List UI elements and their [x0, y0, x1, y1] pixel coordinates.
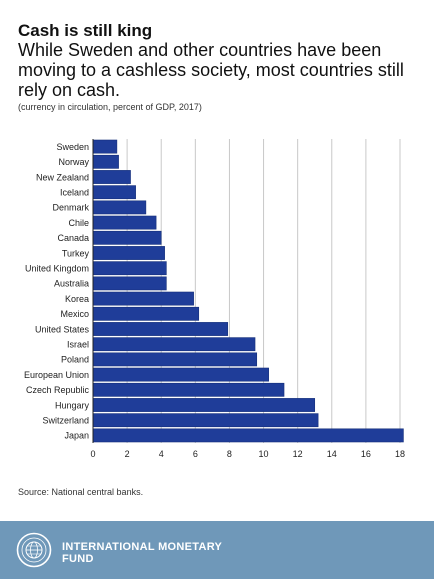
chart-note: (currency in circulation, percent of GDP…	[18, 102, 202, 112]
category-label: Chile	[68, 218, 89, 228]
category-label: European Union	[24, 370, 89, 380]
x-tick-label: 6	[193, 449, 198, 459]
bar	[92, 246, 165, 260]
bar	[92, 200, 147, 215]
bar	[92, 291, 194, 306]
category-label: Hungary	[55, 400, 90, 410]
bar	[92, 215, 157, 230]
x-tick-label: 10	[259, 449, 269, 459]
x-tick-label: 4	[159, 449, 164, 459]
category-label: Canada	[57, 233, 89, 243]
category-label: Sweden	[56, 142, 89, 152]
chart-title: Cash is still king	[18, 21, 153, 40]
x-tick-label: 0	[90, 449, 95, 459]
bar	[92, 382, 285, 397]
x-tick-label: 8	[227, 449, 232, 459]
bar	[92, 261, 167, 276]
category-label: Iceland	[60, 188, 89, 198]
category-label: Norway	[58, 157, 89, 167]
bar	[92, 428, 404, 443]
category-label: New Zealand	[36, 172, 89, 182]
org-name: INTERNATIONAL MONETARY FUND	[62, 541, 222, 565]
category-label: Australia	[54, 279, 89, 289]
bar	[92, 154, 119, 169]
bar	[92, 352, 258, 367]
bar	[92, 413, 319, 428]
imf-seal-icon	[16, 532, 52, 568]
x-tick-label: 16	[361, 449, 371, 459]
bar	[92, 170, 131, 184]
bar	[92, 139, 118, 154]
bar	[92, 322, 229, 336]
category-label: United Kingdom	[25, 264, 89, 274]
category-label: Japan	[64, 431, 89, 441]
bar	[92, 230, 162, 245]
bar	[92, 367, 269, 382]
category-label: United States	[35, 324, 90, 334]
bar	[92, 398, 316, 412]
category-label: Denmark	[52, 203, 89, 213]
x-tick-label: 2	[125, 449, 130, 459]
category-label: Poland	[61, 355, 89, 365]
bar	[92, 337, 256, 352]
footer-banner: INTERNATIONAL MONETARY FUND	[0, 521, 434, 579]
category-label: Turkey	[62, 248, 90, 258]
source-note: Source: National central banks.	[18, 487, 144, 497]
bar	[92, 276, 167, 291]
x-tick-label: 18	[395, 449, 405, 459]
x-tick-label: 12	[293, 449, 303, 459]
bar	[92, 306, 200, 321]
chart-subtitle: While Sweden and other countries have be…	[18, 40, 404, 100]
bar	[92, 185, 136, 200]
category-label: Switzerland	[42, 416, 89, 426]
category-label: Czech Republic	[26, 385, 90, 395]
category-label: Mexico	[60, 309, 89, 319]
category-label: Israel	[67, 340, 89, 350]
category-label: Korea	[65, 294, 89, 304]
x-tick-label: 14	[327, 449, 337, 459]
bar-chart: Sweden Norway New Zealand Iceland Denmark Chi…	[24, 139, 405, 459]
